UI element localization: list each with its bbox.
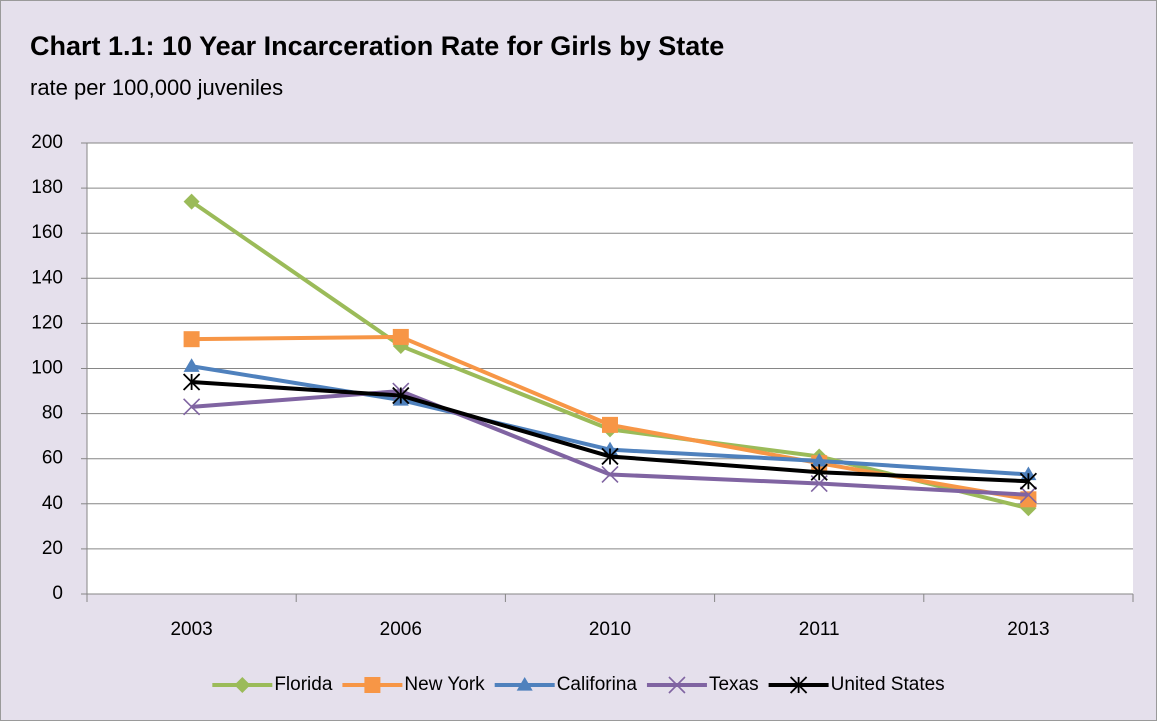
y-tick-label: 60 xyxy=(42,448,63,469)
marker xyxy=(810,463,828,481)
marker xyxy=(392,328,409,345)
legend-item: Texas xyxy=(646,674,759,695)
y-tick-label: 160 xyxy=(31,222,63,243)
legend: Florida New York Califorina Texas United Sta… xyxy=(212,674,945,695)
x-tick-label: 2011 xyxy=(799,619,840,640)
marker xyxy=(1019,486,1037,504)
legend-label: New York xyxy=(404,674,485,695)
y-tick-label: 20 xyxy=(42,538,63,559)
marker xyxy=(183,398,201,416)
legend-label: Califorina xyxy=(557,674,638,695)
marker xyxy=(668,676,686,694)
marker xyxy=(183,358,200,372)
y-tick-label: 0 xyxy=(52,583,63,604)
x-tick-label: 2003 xyxy=(170,619,212,640)
legend-item: Califorina xyxy=(494,674,638,695)
y-tick-label: 40 xyxy=(42,493,63,514)
marker xyxy=(516,677,533,691)
chart-subtitle: rate per 100,000 juveniles xyxy=(30,75,283,100)
legend-label: Florida xyxy=(274,674,333,695)
legend-item: United States xyxy=(768,674,945,695)
legend-item: New York xyxy=(342,674,485,695)
marker xyxy=(182,373,201,391)
marker xyxy=(183,331,200,348)
marker xyxy=(602,416,618,433)
chart-title: Chart 1.1: 10 Year Incarceration Rate fo… xyxy=(30,31,724,61)
legend-label: Texas xyxy=(709,674,759,695)
y-tick-label: 180 xyxy=(31,177,63,198)
x-tick-label: 2010 xyxy=(589,619,631,640)
x-tick-label: 2013 xyxy=(1007,619,1049,640)
marker xyxy=(183,193,200,210)
legend-label: United States xyxy=(831,674,945,695)
marker xyxy=(392,386,410,405)
marker xyxy=(1019,472,1038,490)
marker xyxy=(601,447,619,466)
marker xyxy=(364,677,381,693)
marker xyxy=(811,452,828,467)
y-tick-label: 80 xyxy=(42,403,63,424)
x-tick-label: 2006 xyxy=(380,619,422,640)
legend-item: Florida xyxy=(212,674,333,695)
marker xyxy=(789,676,808,694)
y-tick-label: 140 xyxy=(31,267,63,288)
y-tick-label: 200 xyxy=(31,132,63,153)
marker xyxy=(601,465,619,484)
y-tick-label: 100 xyxy=(31,358,63,379)
y-tick-label: 120 xyxy=(31,312,63,333)
marker xyxy=(234,677,251,693)
